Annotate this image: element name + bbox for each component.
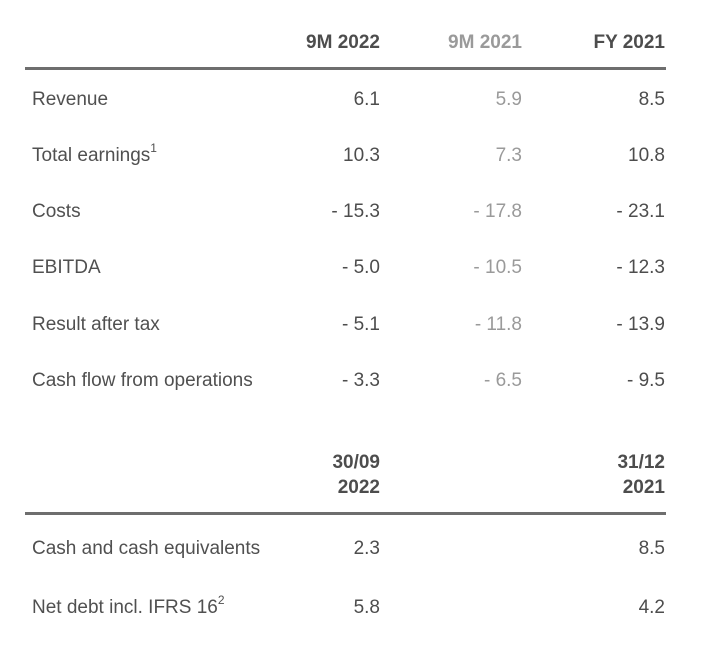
value-9m-2021: - 17.8	[473, 201, 522, 222]
footnote-2-marker: 2	[217, 592, 225, 607]
header-30-09-2022: 30/09 2022	[332, 450, 380, 500]
header-9m-2022: 9M 2022	[306, 32, 380, 53]
value-9m-2022: - 5.0	[341, 257, 380, 278]
header-date-line: 31/12	[617, 452, 665, 473]
row-label: Cash and cash equivalents	[32, 538, 261, 559]
header-year-line: 2021	[622, 477, 665, 498]
header-rule-balance	[25, 512, 666, 515]
header-date-line: 30/09	[332, 452, 380, 473]
header-fy-2021: FY 2021	[593, 32, 665, 53]
value-9m-2022: - 15.3	[331, 201, 380, 222]
header-year-line: 2022	[337, 477, 380, 498]
value-fy-2021: - 23.1	[616, 201, 665, 222]
row-label: Net debt incl. IFRS 162	[32, 592, 225, 618]
value-9m-2021: - 6.5	[483, 370, 522, 391]
row-label: Result after tax	[32, 314, 160, 335]
value-9m-2022: - 3.3	[341, 370, 380, 391]
value-9m-2021: - 10.5	[473, 257, 522, 278]
row-label: EBITDA	[32, 257, 101, 278]
row-label: Costs	[32, 201, 81, 222]
header-31-12-2021: 31/12 2021	[617, 450, 665, 500]
value-fy-2021: - 12.3	[616, 257, 665, 278]
footnote-1-marker: 1	[150, 140, 157, 155]
header-rule-top	[25, 67, 666, 70]
value-fy-2021: 8.5	[638, 89, 665, 110]
row-label: Total earnings1	[32, 140, 157, 166]
value-9m-2021: 7.3	[495, 145, 522, 166]
value-30-09-2022: 2.3	[353, 538, 380, 559]
value-fy-2021: - 9.5	[626, 370, 665, 391]
value-30-09-2022: 5.8	[353, 597, 380, 618]
value-fy-2021: 10.8	[628, 145, 665, 166]
value-9m-2022: - 5.1	[341, 314, 380, 335]
value-9m-2022: 6.1	[353, 89, 380, 110]
header-9m-2021: 9M 2021	[448, 32, 522, 53]
row-label: Cash flow from operations	[32, 370, 253, 391]
value-31-12-2021: 4.2	[638, 597, 665, 618]
value-9m-2022: 10.3	[343, 145, 380, 166]
value-fy-2021: - 13.9	[616, 314, 665, 335]
row-label: Revenue	[32, 89, 109, 110]
value-9m-2021: - 11.8	[474, 314, 522, 335]
value-31-12-2021: 8.5	[638, 538, 665, 559]
value-9m-2021: 5.9	[495, 89, 522, 110]
